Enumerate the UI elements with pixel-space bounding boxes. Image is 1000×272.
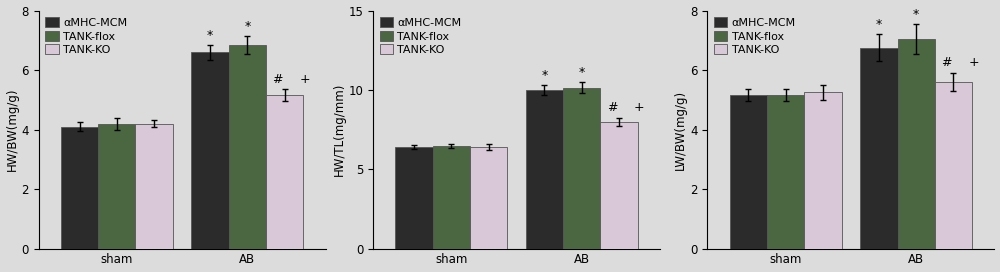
Text: #: # bbox=[272, 73, 283, 86]
Y-axis label: HW/TL(mg/mm): HW/TL(mg/mm) bbox=[333, 83, 346, 176]
Text: +: + bbox=[634, 101, 645, 114]
Text: #: # bbox=[607, 101, 617, 114]
Bar bbox=[730, 95, 767, 249]
Bar bbox=[395, 147, 433, 249]
Text: *: * bbox=[541, 69, 548, 82]
Text: *: * bbox=[579, 66, 585, 79]
Bar bbox=[433, 146, 470, 249]
Bar bbox=[898, 39, 935, 249]
Text: *: * bbox=[244, 20, 250, 33]
Legend: αMHC-MCM, TANK-flox, TANK-KO: αMHC-MCM, TANK-flox, TANK-KO bbox=[713, 16, 797, 56]
Bar bbox=[563, 88, 600, 249]
Legend: αMHC-MCM, TANK-flox, TANK-KO: αMHC-MCM, TANK-flox, TANK-KO bbox=[44, 16, 128, 56]
Text: *: * bbox=[207, 29, 213, 42]
Bar bbox=[526, 90, 563, 249]
Bar bbox=[61, 126, 98, 249]
Y-axis label: LW/BW(mg/g): LW/BW(mg/g) bbox=[674, 89, 687, 170]
Bar bbox=[470, 147, 507, 249]
Text: *: * bbox=[876, 18, 882, 31]
Text: #: # bbox=[941, 57, 952, 69]
Y-axis label: HW/BW(mg/g): HW/BW(mg/g) bbox=[6, 88, 19, 171]
Bar bbox=[860, 48, 898, 249]
Text: *: * bbox=[913, 8, 919, 21]
Bar bbox=[266, 95, 303, 249]
Bar bbox=[767, 95, 804, 249]
Bar bbox=[804, 92, 842, 249]
Bar bbox=[935, 82, 972, 249]
Text: +: + bbox=[300, 73, 310, 86]
Text: +: + bbox=[968, 57, 979, 69]
Bar bbox=[191, 52, 229, 249]
Bar bbox=[135, 123, 173, 249]
Bar bbox=[98, 123, 135, 249]
Bar bbox=[229, 45, 266, 249]
Bar bbox=[600, 122, 638, 249]
Legend: αMHC-MCM, TANK-flox, TANK-KO: αMHC-MCM, TANK-flox, TANK-KO bbox=[379, 16, 463, 56]
